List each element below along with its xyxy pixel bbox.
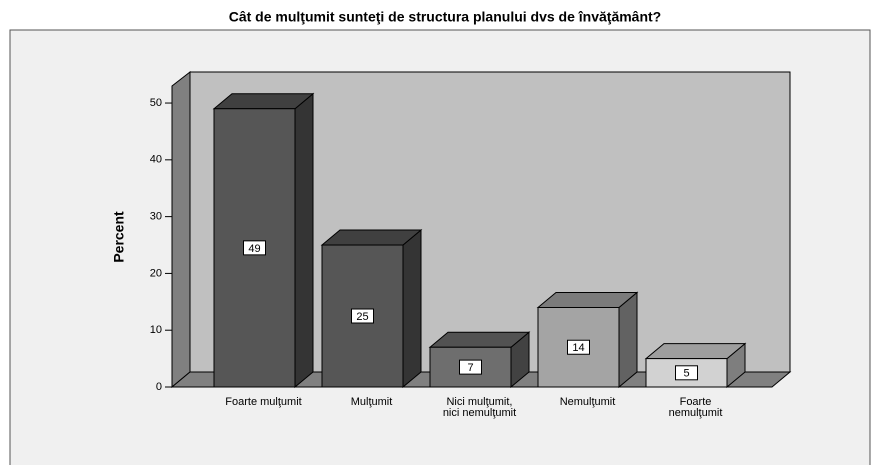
y-axis-label: Percent bbox=[111, 211, 127, 263]
bar-top bbox=[536, 291, 639, 308]
value-label: 7 bbox=[467, 362, 473, 374]
bar-side bbox=[402, 228, 422, 389]
value-label: 49 bbox=[248, 243, 260, 255]
y-tick-label: 20 bbox=[150, 267, 162, 279]
value-label: 25 bbox=[356, 311, 368, 323]
y-tick-label: 50 bbox=[150, 97, 162, 109]
value-label-box bbox=[567, 339, 590, 355]
value-label: 5 bbox=[683, 368, 689, 380]
y-tick-label: 30 bbox=[150, 211, 162, 223]
value-label-box bbox=[243, 240, 266, 256]
value-label-box bbox=[351, 308, 374, 324]
bar-side bbox=[294, 92, 314, 389]
value-label: 14 bbox=[572, 342, 584, 354]
y-tick-label: 40 bbox=[150, 154, 162, 166]
bar-top bbox=[644, 343, 747, 360]
y-tick-label: 0 bbox=[156, 381, 162, 393]
x-tick-label: Foarte nemulţumit bbox=[668, 396, 723, 419]
bar-top bbox=[212, 93, 315, 110]
x-tick-label: Nemulţumit bbox=[559, 396, 616, 408]
bar bbox=[537, 306, 620, 388]
value-label-box bbox=[459, 359, 482, 375]
x-tick-label: Nici mulţumit, nici nemulţumit bbox=[442, 396, 517, 419]
bar-top bbox=[320, 229, 423, 246]
y-tick-label: 10 bbox=[150, 324, 162, 336]
x-tick-label: Foarte mulţumit bbox=[225, 396, 302, 408]
value-label-box bbox=[675, 365, 698, 381]
x-tick-label: Mulţumit bbox=[350, 396, 393, 408]
bar-side bbox=[618, 291, 638, 389]
left-wall bbox=[171, 70, 191, 389]
chart-title: Cât de mulţumit sunteţi de structura pla… bbox=[229, 9, 662, 25]
bar-top bbox=[428, 331, 531, 348]
